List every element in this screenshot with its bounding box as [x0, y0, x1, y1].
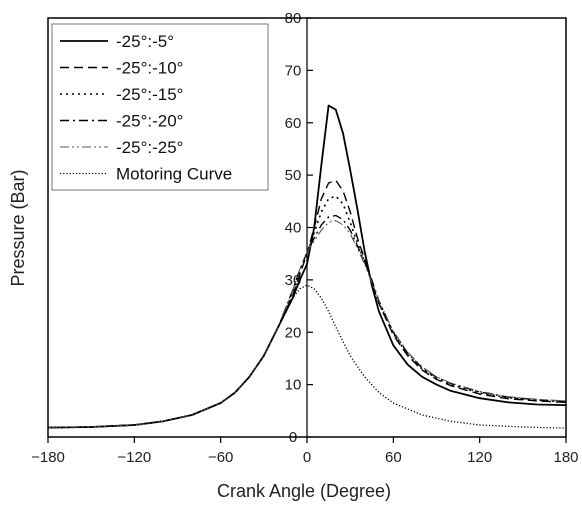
y-tick-label: 70 — [285, 62, 302, 79]
legend-label: -25°:-20° — [116, 112, 183, 131]
y-tick-label: 50 — [285, 167, 302, 184]
x-tick-label: 180 — [553, 449, 578, 466]
legend-label: -25°:-5° — [116, 32, 174, 51]
legend-label: -25°:-15° — [116, 85, 183, 104]
series-line — [47, 195, 567, 429]
legend-label: Motoring Curve — [116, 165, 232, 184]
x-tick-label: 0 — [303, 449, 311, 466]
series-lines — [47, 104, 567, 429]
x-tick-label: −180 — [31, 449, 65, 466]
y-axis-title: Pressure (Bar) — [8, 169, 28, 286]
series-line — [47, 220, 567, 429]
x-tick-labels: −180 −120 −60 0 60 120 180 — [31, 449, 578, 466]
legend: -25°:-5° -25°:-10° -25°:-15° -25°:-20° -25°:… — [51, 23, 269, 191]
y-tick-label: 10 — [285, 377, 302, 394]
y-tick-label: 60 — [285, 115, 302, 132]
x-tick-label: 120 — [467, 449, 492, 466]
y-tick-label: 20 — [285, 324, 302, 341]
series-line — [47, 179, 567, 429]
legend-box — [51, 23, 269, 191]
x-tick-label: −60 — [208, 449, 233, 466]
x-tick-label: −120 — [117, 449, 151, 466]
y-tick-label: 40 — [285, 220, 302, 237]
plot-frame — [47, 17, 567, 438]
legend-label: -25°:-25° — [116, 138, 183, 157]
x-tick-label: 60 — [385, 449, 402, 466]
x-axis-title: Crank Angle (Degree) — [217, 481, 391, 501]
legend-label: -25°:-10° — [116, 59, 183, 78]
